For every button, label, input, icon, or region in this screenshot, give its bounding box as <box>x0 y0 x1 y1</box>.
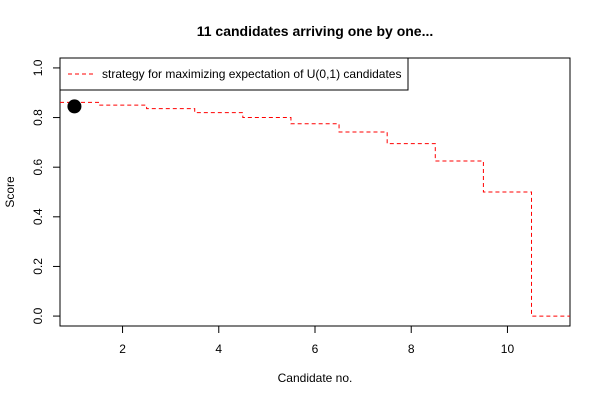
x-axis-label: Candidate no. <box>278 371 353 385</box>
legend-series-label: strategy for maximizing expectation of U… <box>102 67 401 81</box>
x-tick-label: 2 <box>119 342 126 356</box>
candidate-point <box>67 99 81 113</box>
series-step-line <box>60 102 570 316</box>
chart-title: 11 candidates arriving one by one... <box>197 23 434 39</box>
series-layer <box>60 102 570 316</box>
y-tick-label: 0.0 <box>31 307 45 324</box>
y-tick-label: 0.4 <box>31 208 45 225</box>
y-tick-label: 0.6 <box>31 159 45 176</box>
plot-frame <box>60 58 570 326</box>
legend: strategy for maximizing expectation of U… <box>60 58 408 90</box>
y-tick-label: 0.8 <box>31 109 45 126</box>
y-axis: 0.0 0.2 0.4 0.6 0.8 1.0 <box>31 59 60 324</box>
x-tick-label: 8 <box>408 342 415 356</box>
points-layer <box>67 99 81 113</box>
x-tick-label: 6 <box>312 342 319 356</box>
x-axis: 2 4 6 8 10 <box>119 326 514 356</box>
y-tick-label: 0.2 <box>31 258 45 275</box>
x-tick-label: 4 <box>215 342 222 356</box>
y-axis-label: Score <box>3 176 17 208</box>
x-tick-label: 10 <box>501 342 515 356</box>
y-tick-label: 1.0 <box>31 59 45 76</box>
